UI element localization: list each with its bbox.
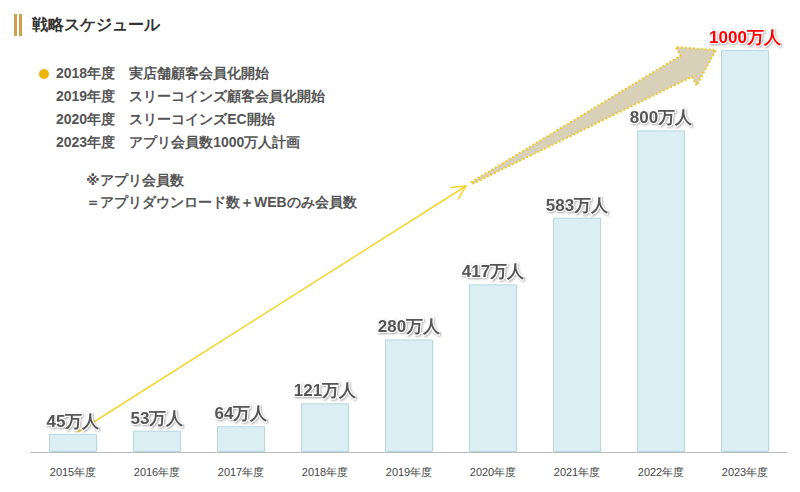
svg-text:800万人: 800万人 <box>630 108 693 127</box>
svg-text:583万人: 583万人 <box>546 196 609 215</box>
svg-text:45万人: 45万人 <box>47 412 101 431</box>
svg-text:2019年度: 2019年度 <box>386 466 432 478</box>
svg-text:※アプリ会員数: ※アプリ会員数 <box>86 172 185 188</box>
svg-text:64万人: 64万人 <box>215 404 269 423</box>
svg-text:2021年度: 2021年度 <box>554 466 600 478</box>
svg-text:2020年度 スリーコインズEC開始: 2020年度 スリーコインズEC開始 <box>56 111 276 127</box>
svg-text:＝アプリダウンロード数＋WEBのみ会員数: ＝アプリダウンロード数＋WEBのみ会員数 <box>86 194 358 210</box>
svg-text:2023年度 アプリ会員数1000万人計画: 2023年度 アプリ会員数1000万人計画 <box>56 134 300 150</box>
svg-text:280万人: 280万人 <box>378 317 441 336</box>
svg-text:2020年度: 2020年度 <box>470 466 516 478</box>
svg-text:2023年度: 2023年度 <box>722 466 768 478</box>
svg-text:2017年度: 2017年度 <box>218 466 264 478</box>
svg-text:53万人: 53万人 <box>131 409 185 428</box>
svg-text:121万人: 121万人 <box>294 381 357 400</box>
svg-text:2022年度: 2022年度 <box>638 466 684 478</box>
svg-text:1000万人: 1000万人 <box>709 28 782 47</box>
svg-text:2018年度: 2018年度 <box>302 466 348 478</box>
svg-text:戦略スケジュール: 戦略スケジュール <box>31 16 161 33</box>
svg-text:2018年度 実店舗顧客会員化開始: 2018年度 実店舗顧客会員化開始 <box>56 65 270 81</box>
svg-text:2019年度 スリーコインズ顧客会員化開始: 2019年度 スリーコインズ顧客会員化開始 <box>56 88 326 104</box>
svg-text:2016年度: 2016年度 <box>134 466 180 478</box>
svg-text:2015年度: 2015年度 <box>50 466 96 478</box>
svg-text:417万人: 417万人 <box>462 262 525 281</box>
